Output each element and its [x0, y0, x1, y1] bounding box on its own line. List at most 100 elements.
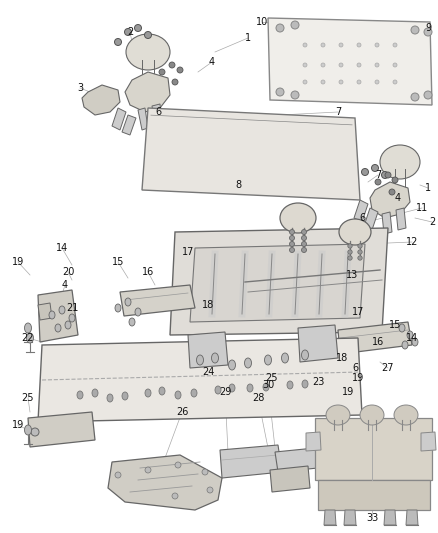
Ellipse shape — [289, 247, 294, 253]
Ellipse shape — [92, 389, 98, 397]
Polygon shape — [152, 104, 162, 127]
Polygon shape — [112, 108, 126, 130]
Ellipse shape — [301, 380, 307, 388]
Text: 19: 19 — [351, 373, 363, 383]
Text: 27: 27 — [381, 363, 393, 373]
Text: 19: 19 — [341, 387, 353, 397]
Polygon shape — [108, 455, 222, 510]
Ellipse shape — [207, 487, 212, 493]
Ellipse shape — [31, 428, 39, 436]
Ellipse shape — [276, 24, 283, 32]
Ellipse shape — [406, 331, 412, 339]
Text: 7: 7 — [374, 170, 380, 180]
Text: 12: 12 — [405, 237, 417, 247]
Ellipse shape — [423, 28, 431, 36]
Ellipse shape — [215, 386, 220, 394]
Ellipse shape — [301, 350, 308, 360]
Ellipse shape — [25, 323, 32, 333]
Ellipse shape — [347, 256, 351, 260]
Ellipse shape — [229, 384, 234, 392]
Ellipse shape — [357, 250, 361, 254]
Text: 9: 9 — [424, 23, 430, 33]
Text: 19: 19 — [12, 257, 24, 267]
Polygon shape — [274, 448, 317, 472]
Text: 6: 6 — [155, 107, 161, 117]
Ellipse shape — [392, 43, 396, 47]
Polygon shape — [337, 322, 411, 354]
Text: 1: 1 — [244, 33, 251, 43]
Text: 33: 33 — [365, 513, 377, 523]
Text: 7: 7 — [334, 107, 340, 117]
Polygon shape — [305, 432, 320, 451]
Ellipse shape — [125, 298, 131, 306]
Ellipse shape — [55, 324, 61, 332]
Ellipse shape — [26, 333, 33, 343]
Ellipse shape — [129, 318, 135, 326]
Ellipse shape — [144, 31, 151, 38]
Text: 22: 22 — [22, 333, 34, 343]
Text: 24: 24 — [201, 367, 214, 377]
Text: 11: 11 — [415, 203, 427, 213]
Text: 19: 19 — [12, 420, 24, 430]
Ellipse shape — [388, 189, 394, 195]
Ellipse shape — [410, 93, 418, 101]
Text: 14: 14 — [405, 333, 417, 343]
Ellipse shape — [135, 308, 141, 316]
Ellipse shape — [159, 69, 165, 75]
Ellipse shape — [347, 244, 351, 248]
Ellipse shape — [65, 321, 71, 329]
Polygon shape — [343, 510, 355, 525]
Polygon shape — [28, 412, 95, 447]
Ellipse shape — [301, 241, 306, 246]
Ellipse shape — [338, 219, 370, 245]
Ellipse shape — [126, 34, 170, 70]
Ellipse shape — [247, 384, 252, 392]
Ellipse shape — [264, 355, 271, 365]
Ellipse shape — [360, 168, 367, 175]
Ellipse shape — [290, 91, 298, 99]
Ellipse shape — [392, 80, 396, 84]
Ellipse shape — [381, 172, 388, 179]
Text: 15: 15 — [388, 320, 400, 330]
Polygon shape — [38, 338, 361, 422]
Ellipse shape — [228, 360, 235, 370]
Text: 29: 29 — [218, 387, 231, 397]
Ellipse shape — [191, 389, 197, 397]
Polygon shape — [267, 18, 431, 105]
Text: 18: 18 — [335, 353, 347, 363]
Text: 18: 18 — [201, 300, 214, 310]
Ellipse shape — [172, 493, 177, 499]
Ellipse shape — [374, 43, 378, 47]
Ellipse shape — [107, 394, 113, 402]
Polygon shape — [420, 432, 435, 451]
Polygon shape — [38, 303, 52, 320]
Text: 2: 2 — [428, 217, 434, 227]
Polygon shape — [363, 208, 377, 230]
Text: 30: 30 — [261, 380, 273, 390]
Ellipse shape — [371, 165, 378, 172]
Text: 15: 15 — [112, 257, 124, 267]
Text: 28: 28 — [251, 393, 264, 403]
Ellipse shape — [177, 67, 183, 73]
Ellipse shape — [391, 177, 397, 183]
Text: 14: 14 — [56, 243, 68, 253]
Ellipse shape — [114, 38, 121, 45]
Polygon shape — [138, 108, 148, 130]
Ellipse shape — [262, 383, 268, 391]
Text: 4: 4 — [62, 280, 68, 290]
Ellipse shape — [356, 80, 360, 84]
Ellipse shape — [289, 236, 294, 240]
Text: 20: 20 — [62, 267, 74, 277]
Ellipse shape — [359, 405, 383, 425]
Polygon shape — [395, 208, 405, 230]
Polygon shape — [317, 435, 381, 468]
Text: 13: 13 — [345, 270, 357, 280]
Ellipse shape — [398, 324, 404, 332]
Text: 23: 23 — [311, 377, 323, 387]
Polygon shape — [353, 200, 367, 222]
Ellipse shape — [211, 353, 218, 363]
Polygon shape — [125, 72, 170, 112]
Polygon shape — [297, 325, 337, 362]
Ellipse shape — [279, 203, 315, 233]
Text: 6: 6 — [351, 363, 357, 373]
